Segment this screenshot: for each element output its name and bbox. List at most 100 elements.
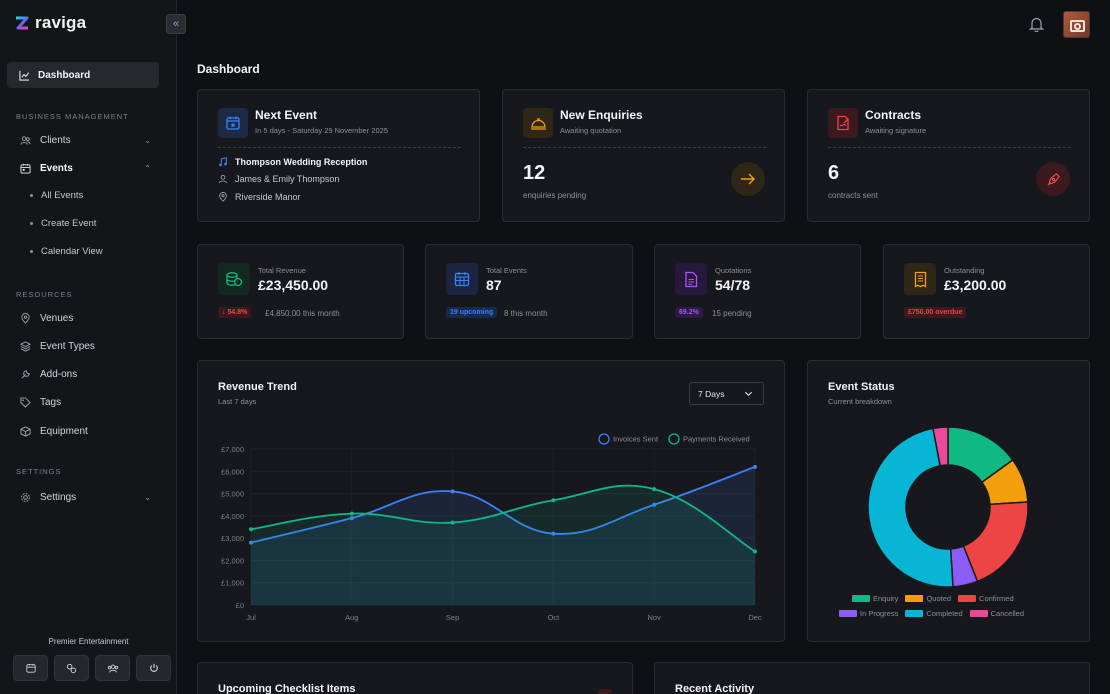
legend-item[interactable]: Completed <box>905 609 963 618</box>
rate-badge: 69.2% <box>675 307 703 318</box>
divider <box>218 147 461 148</box>
stat-card-outstanding[interactable]: Outstanding £3,200.00 £750.00 overdue <box>883 244 1090 339</box>
legend-label: Quoted <box>926 594 952 603</box>
data-point-series-1 <box>753 549 757 554</box>
data-point-series-0 <box>349 516 354 521</box>
sidebar-item-settings[interactable]: Settings ⌄ <box>20 492 155 503</box>
card-title: Contracts <box>865 108 922 122</box>
stat-card-quotations[interactable]: Quotations 54/78 69.2% 15 pending <box>654 244 861 339</box>
contracts-icon-box <box>828 108 858 138</box>
team-button[interactable] <box>95 655 130 681</box>
view-contracts-button[interactable] <box>1036 162 1070 196</box>
tag-icon <box>20 397 31 408</box>
y-tick-label: £7,000 <box>221 445 244 454</box>
y-tick-label: £4,000 <box>221 512 244 521</box>
stat-card-revenue[interactable]: Total Revenue £23,450.00 ↓ 54.8% £4,850.0… <box>197 244 404 339</box>
data-point-series-0 <box>652 502 657 507</box>
data-point-series-1 <box>551 498 556 503</box>
stat-label: Quotations <box>715 266 752 275</box>
receipt-icon <box>914 271 926 288</box>
chart-icon <box>19 70 30 81</box>
enquiries-icon-box <box>523 108 553 138</box>
count-badge <box>598 689 612 694</box>
change-badge: ↓ 54.8% <box>218 307 252 318</box>
event-name-row[interactable]: Thompson Wedding Reception <box>218 157 367 167</box>
legend-label: Invoices Sent <box>613 435 659 444</box>
calendar-button[interactable] <box>13 655 48 681</box>
arrow-right-icon <box>741 173 755 185</box>
legend-item[interactable]: Confirmed <box>958 594 1014 603</box>
revenue-area-chart: £0 £1,000 £2,000 £3,000 £4,000 £5,000 £6,000 £7… <box>221 433 762 622</box>
sidebar-item-clients[interactable]: Clients ⌄ <box>20 135 155 146</box>
next-event-card[interactable]: Next Event In 5 days - Saturday 29 Novem… <box>197 89 480 222</box>
legend-swatch <box>905 610 924 617</box>
legend-marker <box>668 433 680 445</box>
card-subtitle: Awaiting quotation <box>560 126 622 135</box>
series-area-0 <box>251 466 755 605</box>
sidebar-subitem-create-event[interactable]: Create Event <box>30 218 96 229</box>
contracts-card[interactable]: Contracts Awaiting signature 6 contracts… <box>807 89 1090 222</box>
music-note-icon <box>219 157 227 167</box>
legend-marker <box>598 433 610 445</box>
sidebar-item-tags[interactable]: Tags <box>20 397 155 408</box>
layers-icon <box>20 341 31 352</box>
pen-nib-icon <box>1046 172 1060 186</box>
team-icon <box>107 664 118 672</box>
sidebar-item-events[interactable]: Events ⌃ <box>20 163 155 174</box>
sidebar-item-event-types[interactable]: Event Types <box>20 341 155 352</box>
link-icon <box>66 663 77 673</box>
x-tick-label: Aug <box>345 613 358 622</box>
data-point-series-0 <box>551 531 556 536</box>
sidebar-item-dashboard[interactable]: Dashboard <box>7 62 159 88</box>
legend-swatch <box>905 595 924 602</box>
stat-label: Outstanding <box>944 266 985 275</box>
collapse-sidebar-button[interactable]: « <box>166 14 186 34</box>
wrench-icon <box>21 370 30 379</box>
legend-item[interactable]: Cancelled <box>969 609 1024 618</box>
card-subtitle: Current breakdown <box>828 397 892 406</box>
legend-label: Cancelled <box>990 609 1024 618</box>
enquiries-count: 12 <box>523 162 546 184</box>
legend-label: In Progress <box>860 609 899 618</box>
app-name: raviga <box>35 13 87 32</box>
sidebar-subitem-all-events[interactable]: All Events <box>30 190 83 201</box>
sidebar-subitem-calendar-view[interactable]: Calendar View <box>30 246 103 257</box>
sidebar-item-label: Equipment <box>40 426 88 437</box>
divider <box>523 147 766 148</box>
card-title: Revenue Trend <box>218 381 297 393</box>
sidebar-item-venues[interactable]: Venues <box>20 313 155 324</box>
data-point-series-0 <box>450 489 455 494</box>
legend-item[interactable]: Quoted <box>905 594 951 603</box>
x-tick-label: Dec <box>748 613 762 622</box>
integrations-button[interactable] <box>54 655 89 681</box>
stat-icon-box <box>904 263 936 295</box>
event-name: Thompson Wedding Reception <box>235 157 368 167</box>
logo[interactable]: raviga <box>14 13 86 33</box>
recent-activity-card: Recent Activity <box>654 662 1090 694</box>
range-select[interactable]: 7 Days <box>689 382 764 405</box>
range-select-value: 7 Days <box>698 388 725 399</box>
logout-button[interactable] <box>136 655 171 681</box>
raviga-logo-icon <box>16 16 29 30</box>
legend-item[interactable]: Enquiry <box>852 594 898 603</box>
checklist-card: Upcoming Checklist Items <box>197 662 633 694</box>
new-enquiries-card[interactable]: New Enquiries Awaiting quotation 12 enqu… <box>502 89 785 222</box>
donut-legend-row-2: In Progress Completed Cancelled <box>839 609 1024 618</box>
badge-text: 54.8% <box>227 309 248 316</box>
sidebar-item-add-ons[interactable]: Add-ons <box>20 369 155 380</box>
sidebar-item-label: Settings <box>40 492 77 503</box>
sidebar-item-equipment[interactable]: Equipment <box>20 426 155 437</box>
bell-icon[interactable] <box>1029 16 1044 32</box>
data-point-series-1 <box>652 487 657 492</box>
stat-card-events[interactable]: Total Events 87 19 upcoming 8 this month <box>425 244 633 339</box>
sidebar-item-label: Events <box>40 163 73 174</box>
legend-item[interactable]: In Progress <box>839 609 898 618</box>
user-avatar[interactable] <box>1063 11 1090 38</box>
calendar-grid-icon <box>454 272 470 287</box>
stat-note: 15 pending <box>712 309 752 318</box>
view-enquiries-button[interactable] <box>731 162 765 196</box>
next-event-icon-box <box>218 108 248 138</box>
document-signature-icon <box>837 115 849 131</box>
data-point-series-1 <box>450 520 455 525</box>
stat-icon-box <box>675 263 707 295</box>
